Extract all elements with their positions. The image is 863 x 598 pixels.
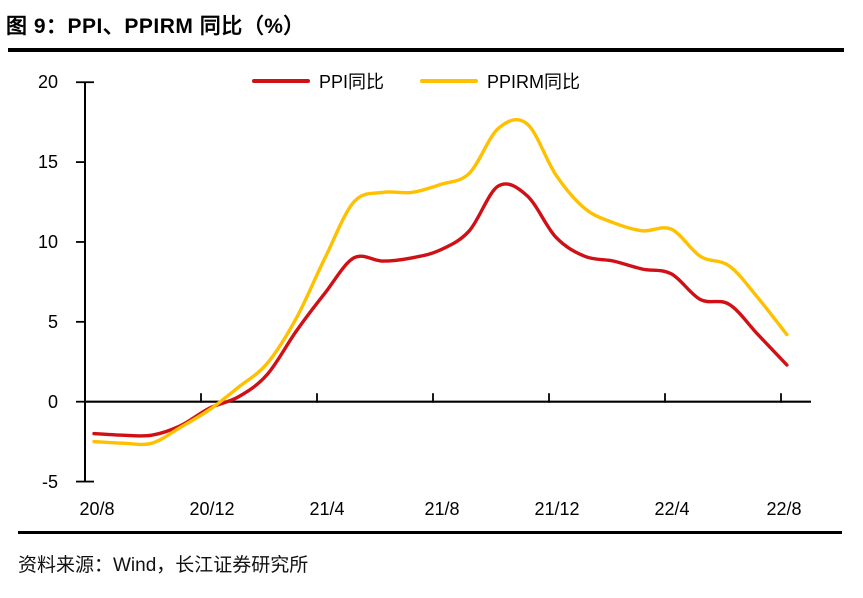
y-tick-label: 20 <box>37 72 58 92</box>
y-tick-label: 5 <box>47 312 58 332</box>
legend-label-ppi: PPI同比 <box>319 72 385 92</box>
y-tick-label: 15 <box>37 152 58 172</box>
title-rule <box>8 48 844 52</box>
chart-legend: PPI同比 PPIRM同比 <box>252 69 580 93</box>
legend-label-ppirm: PPIRM同比 <box>487 72 581 92</box>
x-tick-label: 20/12 <box>189 499 235 519</box>
ppirm-line-key-icon <box>420 78 479 84</box>
y-tick-label: 10 <box>37 232 58 252</box>
legend-item-ppi: PPI同比 <box>252 68 384 94</box>
y-tick-label: 0 <box>47 392 58 412</box>
y-tick-label: -5 <box>41 472 58 492</box>
ppi-series-line <box>92 182 789 438</box>
x-tick-label: 22/8 <box>766 499 802 519</box>
x-tick-label: 21/12 <box>534 499 580 519</box>
bottom-rule <box>18 531 842 534</box>
source-note: 资料来源：Wind，长江证券研究所 <box>18 555 309 576</box>
x-tick-label: 20/8 <box>79 499 115 519</box>
x-tick-label: 22/4 <box>654 499 690 519</box>
x-tick-label: 21/4 <box>309 499 345 519</box>
x-tick-label: 21/8 <box>424 499 460 519</box>
figure-title: 图 9：PPI、PPIRM 同比（%） <box>6 15 305 38</box>
ppi-line-key-icon <box>252 78 310 84</box>
legend-item-ppirm: PPIRM同比 <box>420 68 580 94</box>
ppirm-series-line <box>92 118 789 447</box>
